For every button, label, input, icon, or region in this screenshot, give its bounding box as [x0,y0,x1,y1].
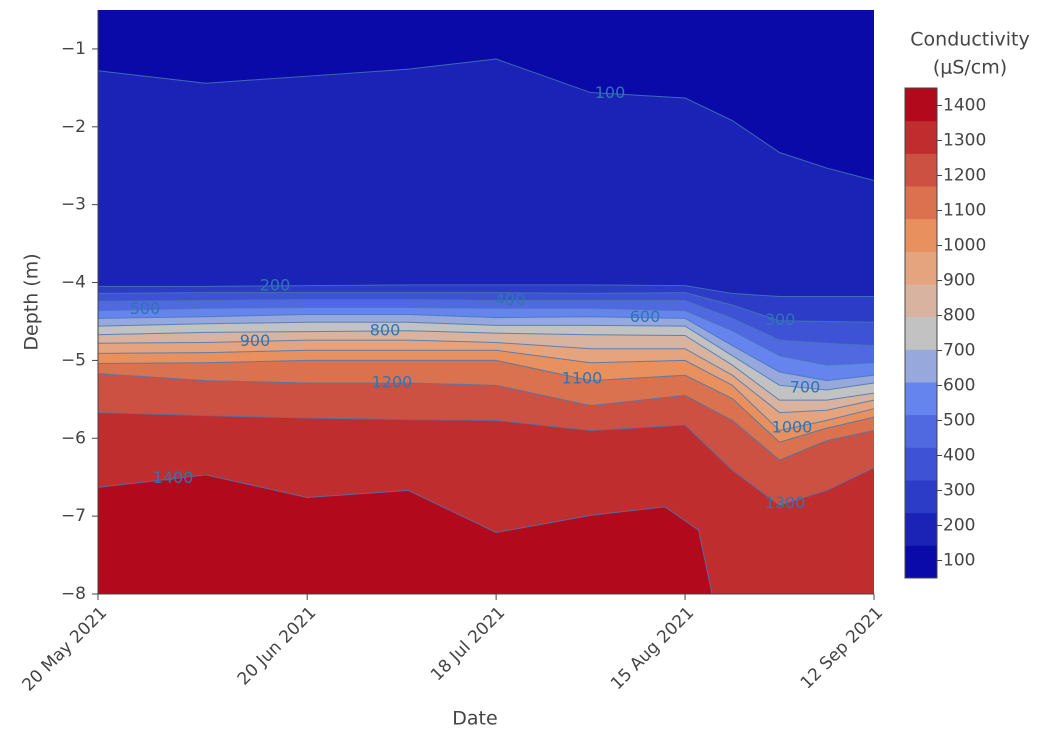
contour-label: 900 [240,331,271,350]
colorbar-tick-label: 400 [943,446,975,466]
colorbar-band [905,545,937,579]
contour-label: 1200 [372,372,413,391]
contour-line [97,313,875,382]
colorbar-band [905,512,937,546]
colorbar-tick-label: 800 [943,306,975,326]
contour-label: 1000 [772,417,813,436]
colorbar-band [905,120,937,154]
contour-line [97,349,875,432]
contour-label: 1100 [562,368,603,387]
colorbar-band [905,414,937,448]
contour-fill [98,474,713,594]
contour-label: 1400 [153,468,194,487]
contour-label: 600 [630,307,661,326]
y-tick-label: −4 [61,273,86,293]
colorbar-band [905,382,937,416]
contour-label: 800 [370,320,401,339]
contour-label: 200 [260,275,291,294]
y-tick-label: −5 [61,350,86,370]
x-tick-label: 20 May 2021 [19,603,112,696]
contour-label: 400 [495,290,526,309]
y-tick-label: −3 [61,195,86,215]
contour-line [97,330,875,401]
contour-line [97,58,875,182]
x-tick-label: 12 Sep 2021 [797,603,887,693]
colorbar-tick-label: 200 [943,516,975,536]
contour-label: 100 [595,83,626,102]
colorbar-band [905,251,937,285]
contour-line [98,284,874,298]
colorbar-tick-label: 500 [943,411,975,431]
colorbar-band [905,284,937,318]
colorbar-band [905,186,937,220]
colorbar-band [905,218,937,252]
colorbar-band [905,349,937,383]
x-axis-title: Date [452,708,497,730]
x-tick-label: 20 Jun 2021 [234,603,320,689]
colorbar-tick-label: 1200 [943,166,986,186]
contour-line [97,474,713,595]
y-tick-label: −1 [61,39,86,59]
contour-label: 1300 [765,493,806,512]
contour-line [97,373,875,461]
colorbar-tick-label: 100 [943,551,975,571]
x-tick-label: 15 Aug 2021 [607,603,698,694]
colorbar-tick-label: 700 [943,341,975,361]
contour-line [97,292,875,323]
colorbar-tick-label: 900 [943,271,975,291]
contour-label: 500 [130,299,161,318]
colorbar-tick-label: 300 [943,481,975,501]
contour-line [97,412,875,506]
colorbar-tick-label: 1100 [943,201,986,221]
colorbar-band [905,316,937,350]
contour-label: 700 [790,377,821,396]
colorbar-title: (μS/cm) [933,57,1007,79]
contour-line [97,359,875,443]
contour-label: 300 [765,310,796,329]
y-axis-title: Depth (m) [21,253,43,350]
colorbar-tick-label: 1300 [943,131,986,151]
colorbar-tick-label: 600 [943,376,975,396]
colorbar-band [905,480,937,514]
plot-area [97,10,875,595]
colorbar-frame [904,87,938,579]
contour-line [97,339,875,414]
colorbar-title: Conductivity [910,29,1029,51]
colorbar-band [905,153,937,187]
contour-line [97,306,875,366]
colorbar-tick-label: 1000 [943,236,986,256]
y-tick-label: −6 [61,428,86,448]
x-tick-label: 18 Jul 2021 [427,603,509,685]
colorbar-tick-label: 1400 [943,96,986,116]
y-tick-label: −8 [61,584,86,604]
contour-line [97,299,875,347]
contour-line [97,321,875,391]
colorbar-band [905,88,937,122]
y-tick-label: −7 [61,506,86,526]
y-tick-label: −2 [61,117,86,137]
colorbar-band [905,447,937,481]
